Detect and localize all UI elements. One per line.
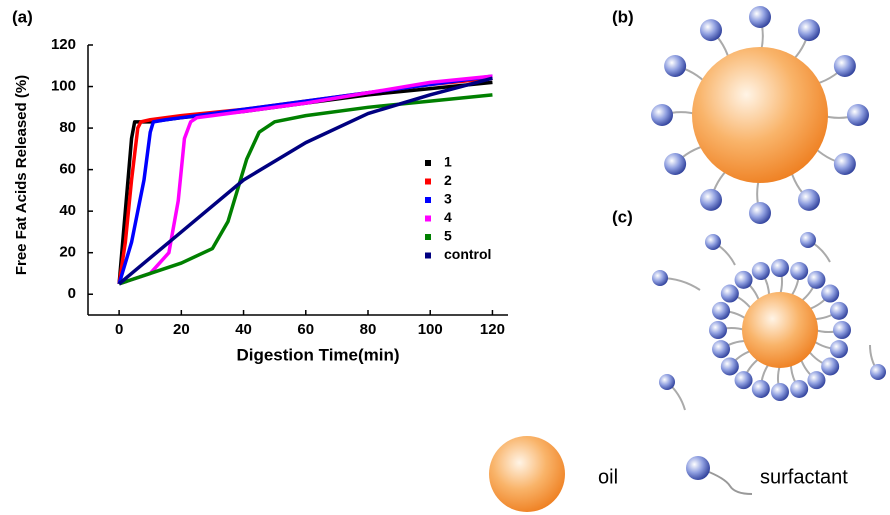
- surfactant-head: [798, 188, 820, 211]
- y-tick-label: 60: [59, 161, 76, 178]
- x-axis-label: Digestion Time(min): [236, 345, 399, 364]
- legend-marker: [425, 252, 431, 259]
- surfactant-head: [829, 340, 848, 359]
- y-tick-label: 120: [51, 36, 76, 53]
- surfactant-head: [659, 374, 675, 390]
- surfactant-head: [651, 104, 673, 126]
- surfactant-head: [720, 284, 739, 303]
- surfactant-head: [870, 364, 886, 380]
- x-tick-label: 20: [173, 321, 190, 338]
- legend-marker: [425, 160, 431, 166]
- y-tick-label: 0: [68, 285, 76, 302]
- oil-droplet: [692, 47, 828, 183]
- legend-label: 5: [444, 228, 452, 244]
- series-line: [118, 74, 493, 286]
- y-axis-label: Free Fat Acids Released (%): [13, 75, 30, 275]
- legend-label: 2: [444, 172, 452, 188]
- x-tick-label: 100: [418, 321, 443, 338]
- surfactant-icon: [686, 456, 710, 480]
- surfactant-head: [712, 340, 731, 359]
- surfactant-head: [751, 379, 770, 398]
- panel-label: (c): [612, 207, 633, 226]
- series-line: [117, 80, 493, 284]
- y-tick-label: 80: [59, 119, 76, 136]
- surfactant-head: [652, 270, 668, 286]
- surfactant-head: [771, 259, 789, 277]
- surfactant-head: [821, 357, 840, 376]
- y-tick-label: 20: [59, 244, 76, 261]
- oil-droplet: [742, 292, 818, 368]
- legend-marker: [425, 197, 431, 203]
- surfactant-head: [664, 55, 687, 77]
- series-line: [117, 76, 493, 285]
- legend-label: 3: [444, 191, 452, 207]
- surfactant-head: [700, 19, 722, 42]
- surfactant-head: [734, 371, 753, 390]
- legend-label: control: [444, 246, 491, 262]
- x-tick-label: 120: [480, 321, 505, 338]
- y-tick-label: 100: [51, 78, 76, 95]
- surfactant-tail: [703, 469, 753, 495]
- panel-label: (a): [12, 7, 33, 26]
- x-tick-label: 60: [297, 321, 314, 338]
- series-line: [117, 74, 493, 285]
- legend-label: 1: [444, 154, 452, 170]
- surfactant-head: [751, 262, 770, 281]
- surfactant-head: [821, 284, 840, 303]
- surfactant-head: [664, 153, 687, 175]
- surfactant-head: [807, 371, 826, 390]
- surfactant-head: [749, 6, 771, 28]
- surfactant-head: [833, 153, 856, 175]
- surfactant-head: [771, 383, 789, 401]
- legend-label: 4: [444, 209, 452, 225]
- surfactant-head: [790, 262, 809, 281]
- diagram: [651, 6, 886, 411]
- oil-icon: [489, 436, 565, 512]
- x-tick-label: 40: [235, 321, 252, 338]
- x-tick-label: 80: [360, 321, 377, 338]
- surfactant-head: [712, 301, 731, 320]
- surfactant-head: [833, 55, 856, 77]
- surfactant-head: [847, 104, 869, 126]
- surfactant-head: [829, 301, 848, 320]
- key-label: oil: [598, 466, 618, 488]
- surfactant-head: [705, 234, 721, 250]
- x-tick-label: 0: [115, 321, 123, 338]
- key-label: surfactant: [760, 466, 848, 488]
- legend-marker: [425, 215, 431, 222]
- panel-label: (b): [612, 7, 634, 26]
- surfactant-head: [798, 19, 820, 42]
- series-line: [117, 76, 493, 286]
- surfactant-head: [790, 379, 809, 398]
- surfactant-head: [800, 232, 816, 248]
- surfactant-head: [833, 321, 851, 339]
- surfactant-head: [749, 202, 771, 224]
- surfactant-head: [700, 188, 722, 211]
- legend-marker: [425, 234, 431, 240]
- y-tick-label: 40: [59, 202, 76, 219]
- surfactant-head: [807, 270, 826, 289]
- legend-marker: [425, 178, 431, 185]
- surfactant-head: [709, 321, 727, 339]
- surfactant-head: [734, 270, 753, 289]
- series-line: [118, 93, 493, 286]
- surfactant-head: [720, 357, 739, 376]
